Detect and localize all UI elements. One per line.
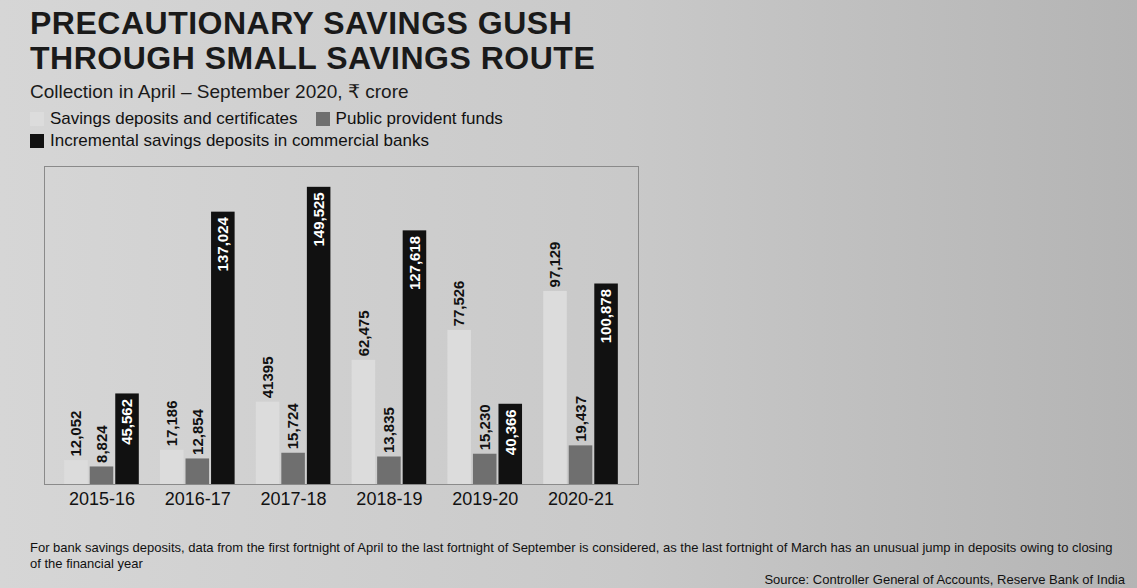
html-text:Source: Controller General of: Source: Controller General of Accounts, …: [764, 572, 1125, 587]
svg-text:2020-21: 2020-21: [548, 489, 614, 509]
svg-text:17,186: 17,186: [163, 400, 180, 446]
svg-text:2016-17: 2016-17: [165, 489, 231, 509]
html-text:Collection in April – Septembe: Collection in April – September 2020, ₹ …: [30, 81, 409, 102]
svg-text:40,366: 40,366: [502, 409, 519, 455]
svg-text:19,437: 19,437: [572, 396, 589, 442]
html-text:Savings deposits and certifica: Savings deposits and certificates: [50, 109, 298, 128]
svg-text:12,052: 12,052: [67, 411, 84, 457]
svg-text:149,525: 149,525: [310, 192, 327, 246]
svg-text:12,854: 12,854: [189, 408, 206, 455]
svg-text:100,878: 100,878: [597, 289, 614, 343]
svg-text:41395: 41395: [259, 357, 276, 399]
svg-text:2019-20: 2019-20: [452, 489, 518, 509]
svg-text:13,835: 13,835: [380, 407, 397, 453]
html-text:Incremental savings deposits i: Incremental savings deposits in commerci…: [50, 131, 429, 150]
svg-text:2015-16: 2015-16: [69, 489, 135, 509]
svg-text:15,230: 15,230: [476, 404, 493, 450]
svg-text:8,824: 8,824: [93, 425, 110, 463]
svg-text:97,129: 97,129: [546, 242, 563, 288]
html-text:For bank savings deposits, dat: For bank savings deposits, data from the…: [30, 540, 1113, 571]
svg-text:137,024: 137,024: [214, 217, 231, 272]
svg-text:45,562: 45,562: [118, 399, 135, 445]
svg-text:2018-19: 2018-19: [356, 489, 422, 509]
svg-text:15,724: 15,724: [284, 403, 301, 450]
svg-text:2017-18: 2017-18: [261, 489, 327, 509]
svg-text:77,526: 77,526: [450, 281, 467, 327]
svg-text:62,475: 62,475: [355, 310, 372, 356]
html-text:PRECAUTIONARY SAVINGS GUSH THR: PRECAUTIONARY SAVINGS GUSH THROUGH SMALL…: [30, 5, 596, 76]
svg-text:127,618: 127,618: [406, 236, 423, 290]
html-text:Public provident funds: Public provident funds: [335, 109, 503, 128]
